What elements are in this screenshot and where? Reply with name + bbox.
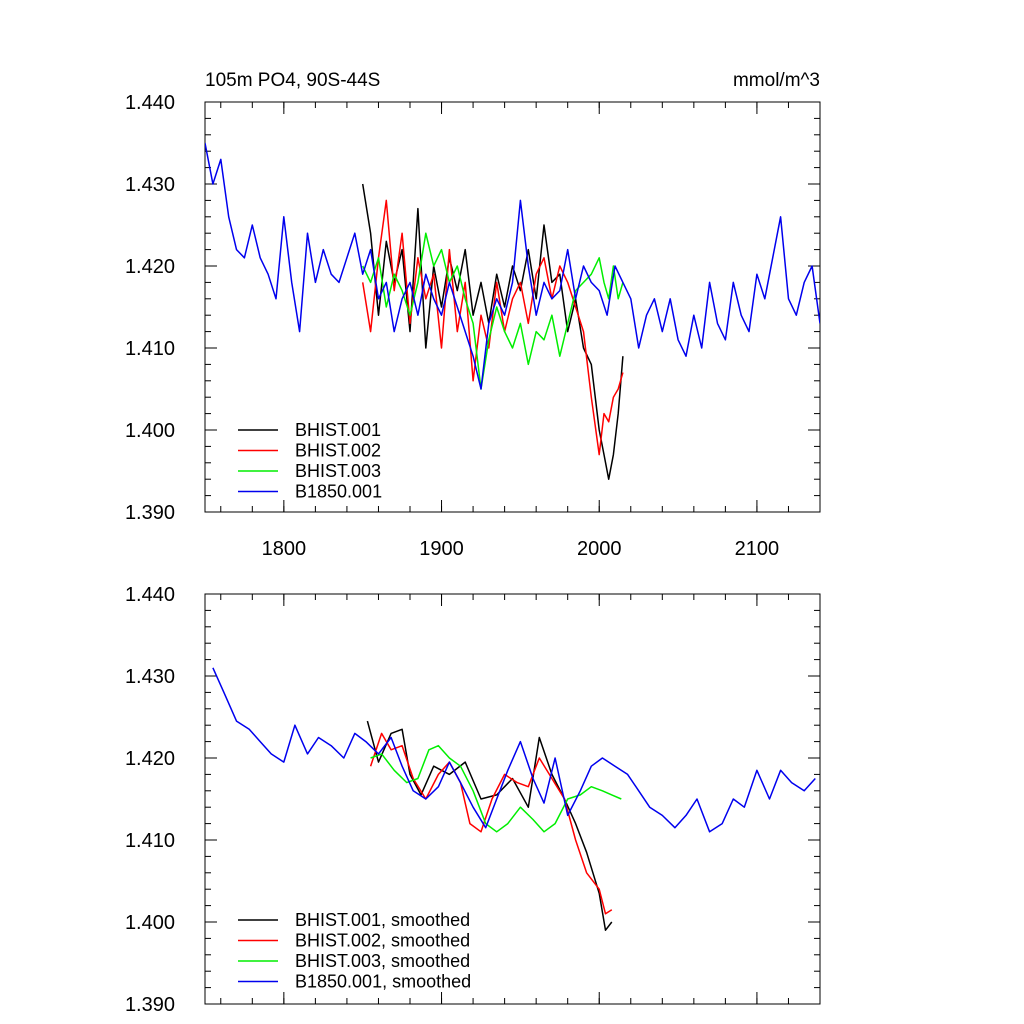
x-tick-label: 1800	[262, 538, 307, 560]
chart-title: 105m PO4, 90S-44S	[205, 70, 380, 91]
series-group	[212, 667, 816, 931]
y-tick-label: 1.390	[125, 502, 175, 524]
x-tick-label: 2000	[577, 538, 622, 560]
y-tick-label: 1.430	[125, 666, 175, 688]
series-line-bhist-003-smoothed	[370, 744, 622, 833]
plot-frame	[204, 593, 821, 1005]
legend-label: BHIST.001	[295, 420, 381, 440]
y-tick-label: 1.440	[125, 584, 175, 606]
y-tick-label: 1.430	[125, 174, 175, 196]
y-tick-label: 1.390	[125, 994, 175, 1016]
legend-label: BHIST.003, smoothed	[295, 951, 470, 971]
series-group	[205, 142, 820, 480]
legend-label: BHIST.002, smoothed	[295, 931, 470, 951]
y-tick-label: 1.410	[125, 830, 175, 852]
y-tick-label: 1.420	[125, 748, 175, 770]
y-tick-label: 1.440	[125, 92, 175, 114]
legend-label: BHIST.002	[295, 441, 381, 461]
series-line-bhist-002-smoothed	[369, 732, 613, 915]
y-tick-label: 1.400	[125, 912, 175, 934]
units-label: mmol/m^3	[733, 70, 820, 91]
y-tick-label: 1.420	[125, 256, 175, 278]
series-line-bhist-002	[361, 199, 624, 456]
legend-label: BHIST.001, smoothed	[295, 910, 470, 930]
series-line-b1850-001-smoothed	[212, 667, 816, 833]
legend-label: B1850.001	[295, 482, 382, 502]
panel-smoothed: 1.390 1.400 1.410 1.420 1.430 1.440 BHIST.001,…	[125, 584, 821, 1016]
y-tick-label: 1.410	[125, 338, 175, 360]
series-line-bhist-001-smoothed	[366, 720, 613, 931]
series-line-b1850-001	[205, 142, 820, 390]
y-tick-label: 1.400	[125, 420, 175, 442]
x-tick-label: 2100	[735, 538, 780, 560]
legend-label: BHIST.003	[295, 461, 381, 481]
legend-label: B1850.001, smoothed	[295, 972, 471, 992]
series-line-bhist-001	[361, 183, 624, 480]
series-line-bhist-003	[362, 232, 624, 390]
x-tick-label: 1900	[419, 538, 464, 560]
panel-raw: 105m PO4, 90S-44S mmol/m^3 1.390 1.400 1.410…	[125, 70, 821, 560]
plot-frame	[204, 101, 821, 513]
